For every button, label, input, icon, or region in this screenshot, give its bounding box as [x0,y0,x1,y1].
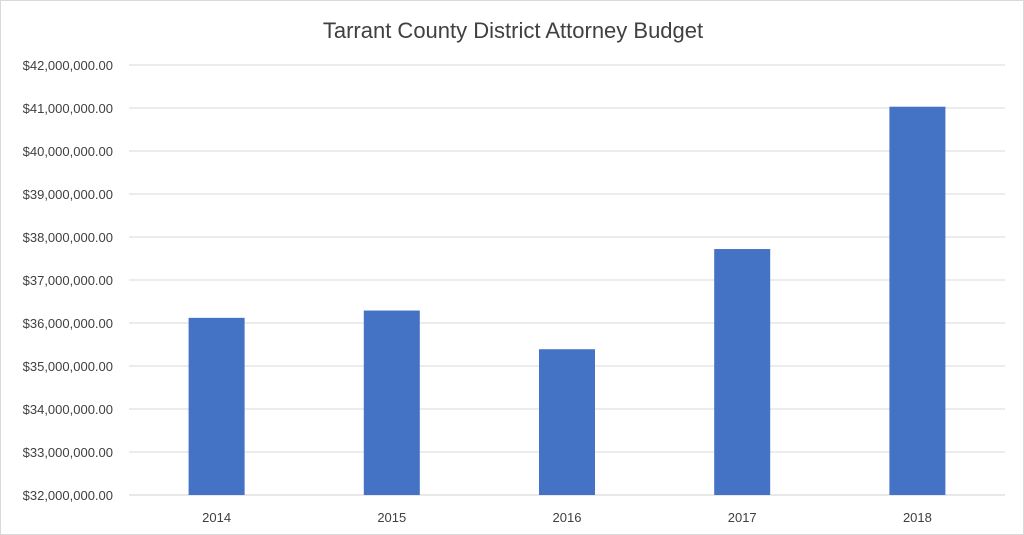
y-tick-label: $42,000,000.00 [23,58,113,73]
y-tick-label: $40,000,000.00 [23,144,113,159]
bar-2014 [188,317,245,495]
x-axis-ticks: 2014 2015 2016 2017 2018 [202,510,932,525]
bar-2017 [714,249,771,495]
y-tick-label: $32,000,000.00 [23,488,113,503]
x-tick-label-2018: 2018 [903,510,932,525]
gridlines [129,64,1005,496]
y-tick-label: $35,000,000.00 [23,359,113,374]
chart-title: Tarrant County District Attorney Budget [323,18,703,43]
x-tick-label-2015: 2015 [377,510,406,525]
y-tick-label: $39,000,000.00 [23,187,113,202]
x-tick-label-2014: 2014 [202,510,231,525]
y-tick-label: $36,000,000.00 [23,316,113,331]
x-tick-label-2017: 2017 [728,510,757,525]
y-tick-label: $34,000,000.00 [23,402,113,417]
y-tick-label: $41,000,000.00 [23,101,113,116]
y-tick-label: $38,000,000.00 [23,230,113,245]
y-axis-ticks: $32,000,000.00 $33,000,000.00 $34,000,000.… [23,58,113,503]
y-tick-label: $33,000,000.00 [23,445,113,460]
y-tick-label: $37,000,000.00 [23,273,113,288]
bar-2015 [363,310,420,495]
bars [188,106,946,496]
bar-2016 [539,349,595,495]
x-tick-label-2016: 2016 [553,510,582,525]
bar-2018 [889,106,946,496]
